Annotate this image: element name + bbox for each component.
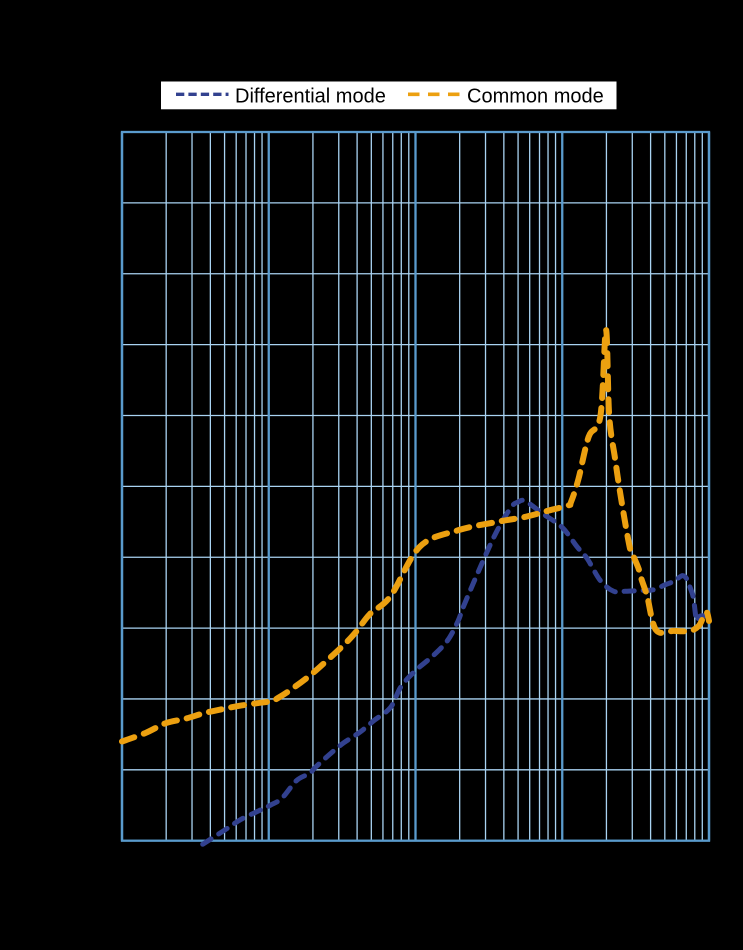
svg-text:Differential mode: Differential mode: [235, 85, 386, 107]
svg-text:Common mode: Common mode: [467, 85, 604, 107]
